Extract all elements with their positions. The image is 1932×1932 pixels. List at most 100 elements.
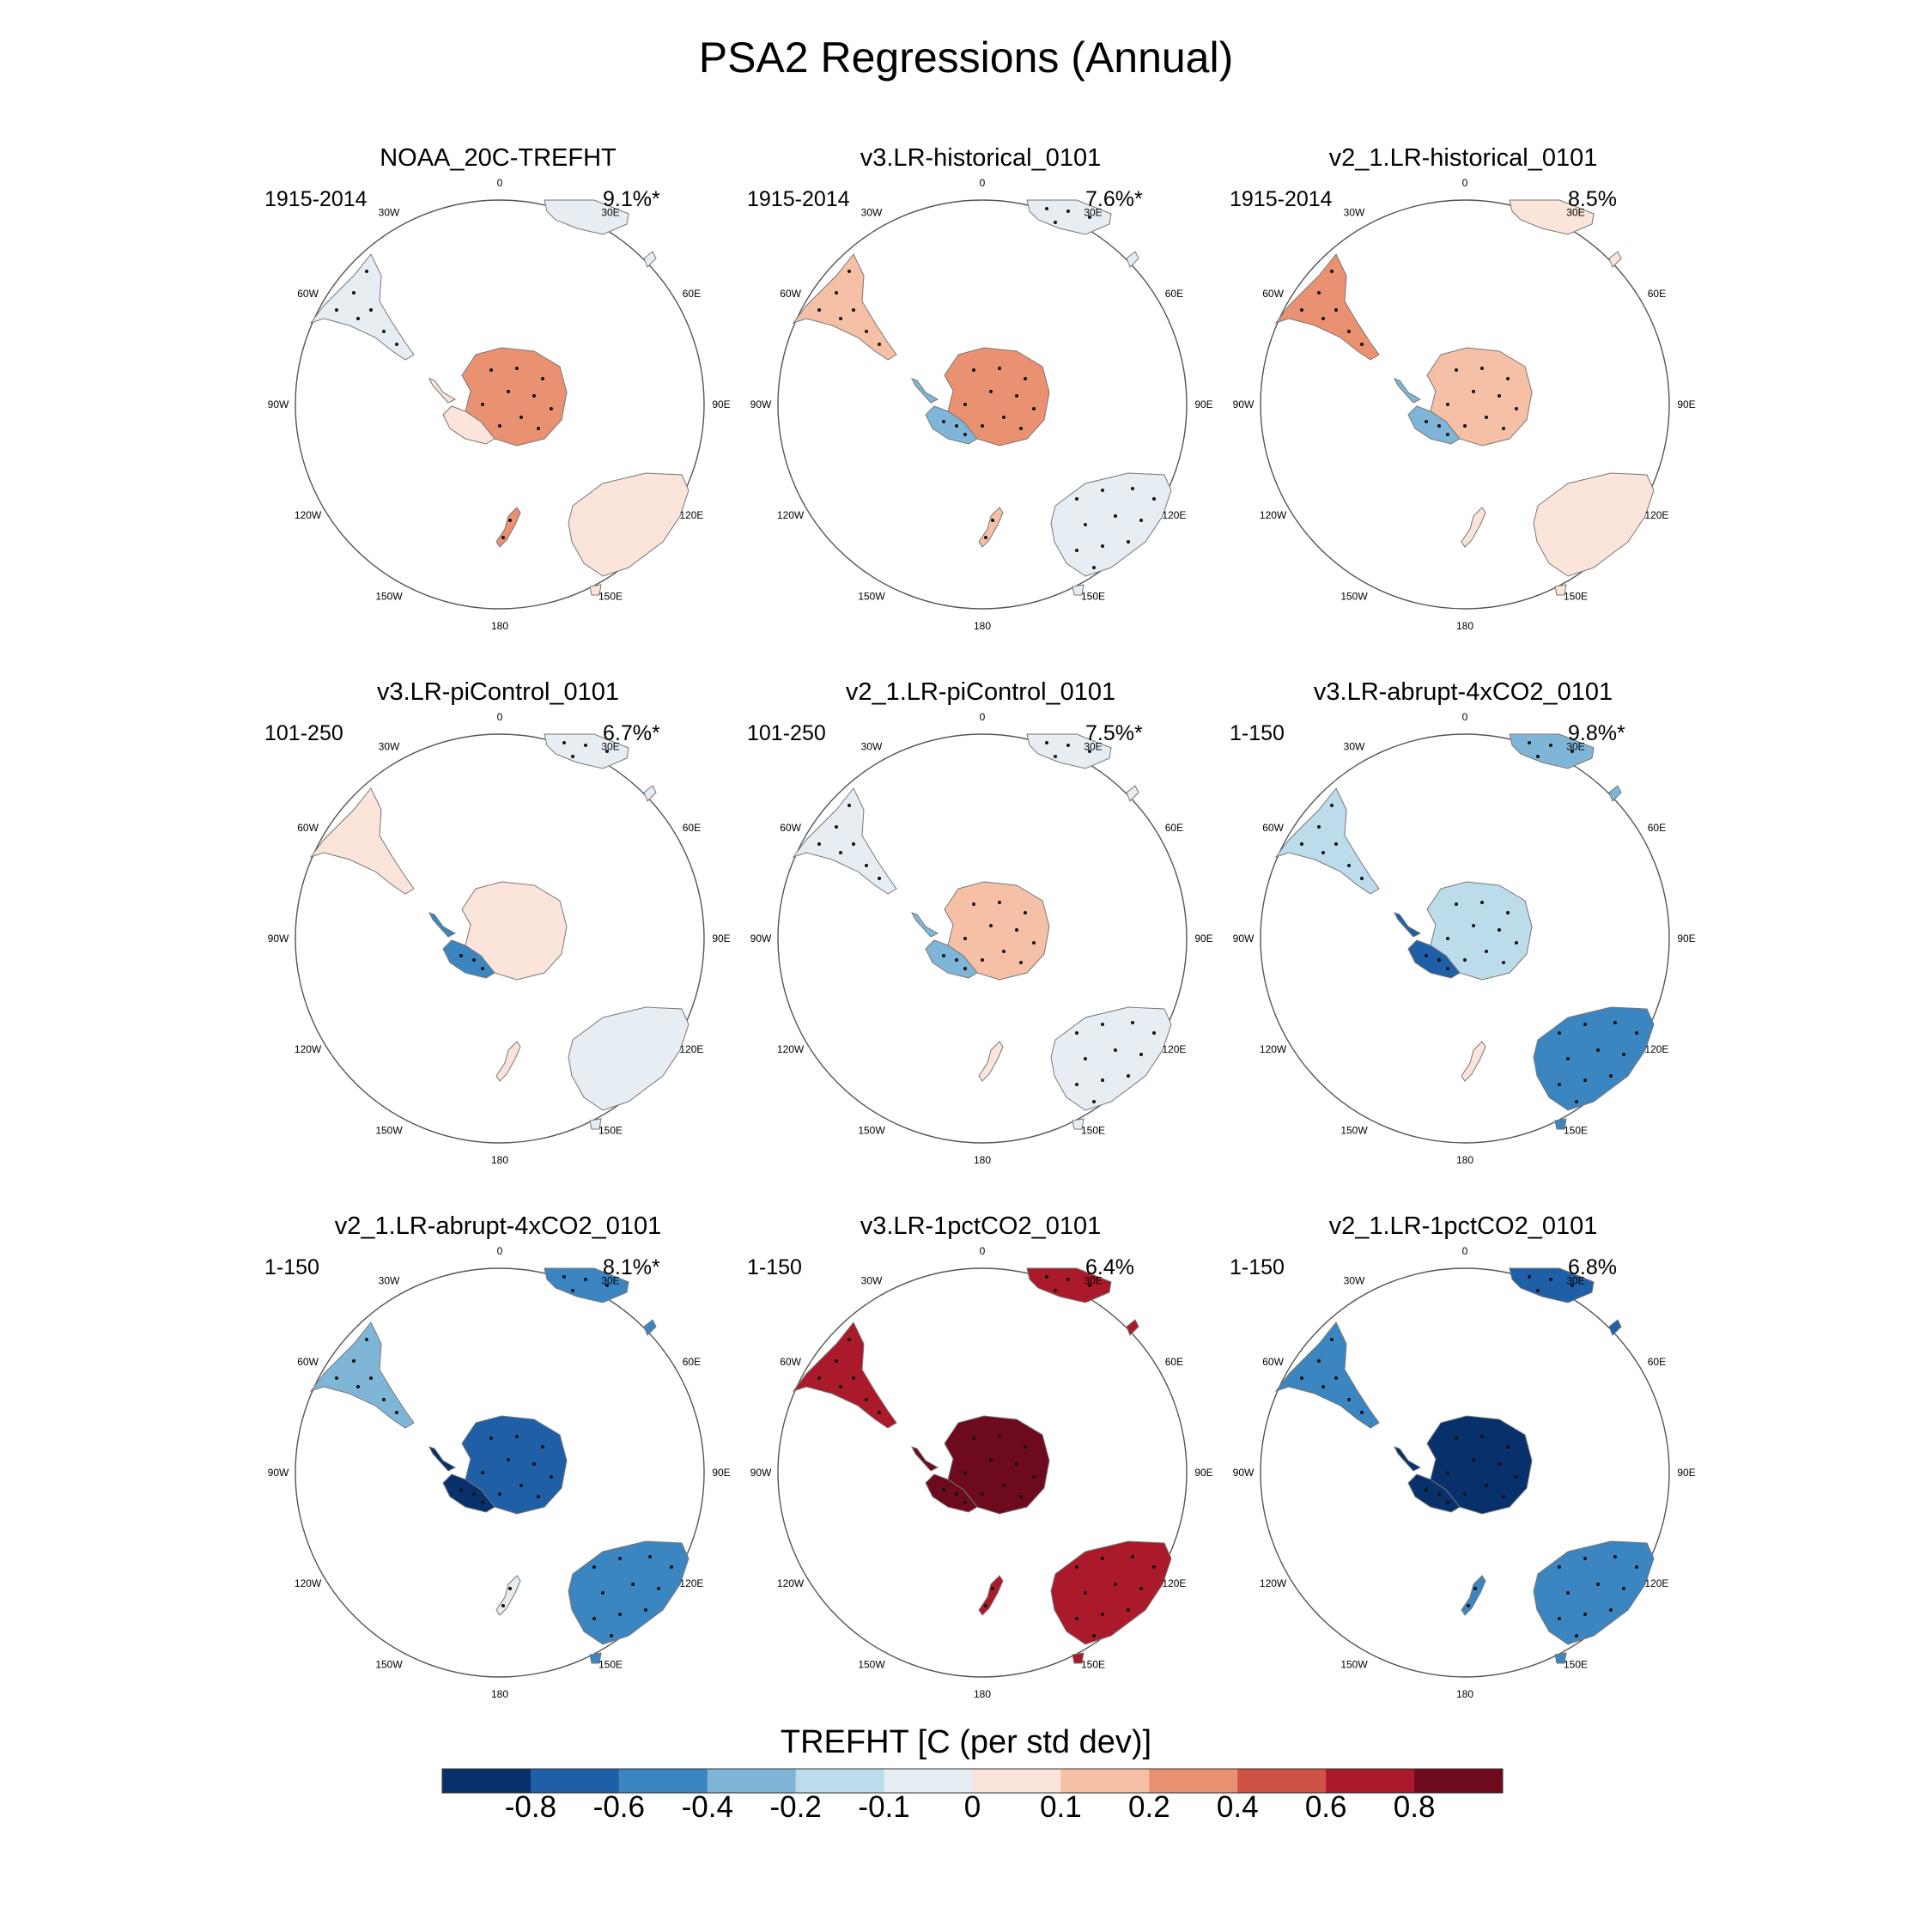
- polar-map: 0 30E 60E 90E 120E 150E 180 150W 120W 90W 60W 30W: [1233, 711, 1696, 1166]
- longitude-label: 0: [497, 711, 503, 723]
- significance-dot: [550, 407, 553, 410]
- longitude-label: 120E: [679, 509, 703, 521]
- significance-dot: [644, 1608, 647, 1612]
- longitude-label: 120W: [1260, 509, 1287, 521]
- panel-period: 1915-2014: [1230, 187, 1333, 211]
- panel-title: v3.LR-1pctCO2_0101: [860, 1212, 1102, 1240]
- significance-dot: [1609, 1074, 1613, 1078]
- land-tasmania: [1554, 1118, 1567, 1130]
- map-panel: 0 30E 60E 90E 120E 150E 180 150W 120W 90W 60W 30W v2…: [1223, 1212, 1704, 1728]
- longitude-label: 120E: [679, 1043, 703, 1055]
- significance-dot: [1101, 1023, 1104, 1026]
- longitude-label: 60E: [1648, 288, 1666, 300]
- significance-dot: [1152, 1031, 1156, 1035]
- land-tasmania: [589, 1652, 602, 1664]
- longitude-label: 150W: [858, 1124, 885, 1136]
- map-panel: 0 30E 60E 90E 120E 150E 180 150W 120W 90W 60W 30W v2…: [740, 678, 1221, 1194]
- colorbar-segment: [1414, 1769, 1504, 1793]
- polar-map: 0 30E 60E 90E 120E 150E 180 150W 120W 90W 60W 30W: [268, 177, 731, 632]
- significance-dot: [998, 901, 1001, 904]
- significance-dot: [1131, 1021, 1134, 1024]
- longitude-label: 150E: [1081, 1124, 1105, 1136]
- map-panel: 0 30E 60E 90E 120E 150E 180 150W 120W 90W 60W 30W NO…: [258, 144, 738, 659]
- significance-dot: [1075, 1565, 1078, 1569]
- panel-variance-explained: 6.7%*: [603, 721, 660, 745]
- significance-dot: [878, 1411, 881, 1414]
- significance-dot: [1575, 1634, 1578, 1637]
- longitude-label: 30W: [861, 741, 883, 753]
- land-australia: [1533, 472, 1655, 577]
- significance-dot: [1446, 1471, 1449, 1474]
- significance-dot: [852, 308, 855, 312]
- longitude-label: 150W: [858, 590, 885, 602]
- significance-dot: [1596, 1583, 1600, 1586]
- panel-period: 101-250: [747, 721, 826, 745]
- land-peninsula: [911, 1446, 939, 1472]
- significance-dot: [835, 825, 838, 829]
- land-madagascar: [1608, 251, 1622, 268]
- significance-dot: [865, 330, 868, 333]
- significance-dot: [507, 1458, 510, 1461]
- significance-dot: [537, 1495, 540, 1498]
- colorbar-tick-label: 0.2: [1128, 1790, 1170, 1824]
- map-panel: 0 30E 60E 90E 120E 150E 180 150W 120W 90W 60W 30W v3…: [740, 144, 1221, 659]
- significance-dot: [508, 1587, 512, 1590]
- longitude-label: 30E: [1566, 741, 1584, 753]
- longitude-label: 60E: [1648, 1356, 1666, 1368]
- significance-dot: [1446, 967, 1449, 970]
- significance-dot: [1635, 1031, 1638, 1035]
- land-antarctica: [461, 1415, 568, 1515]
- panel-period: 1915-2014: [264, 187, 368, 211]
- significance-dot: [1425, 1488, 1428, 1492]
- land-peninsula: [428, 912, 457, 938]
- significance-dot: [1463, 424, 1467, 428]
- significance-dot: [618, 1557, 622, 1560]
- significance-dot: [670, 1565, 673, 1569]
- land-australia: [568, 1006, 690, 1111]
- panel-title: v3.LR-abrupt-4xCO2_0101: [1313, 678, 1613, 706]
- significance-dot: [592, 1565, 596, 1569]
- longitude-label: 180: [974, 1154, 991, 1166]
- significance-dot: [1446, 937, 1449, 940]
- longitude-label: 60W: [1262, 288, 1284, 300]
- longitude-label: 30W: [379, 207, 400, 219]
- significance-dot: [963, 1471, 967, 1474]
- longitude-label: 30E: [601, 1275, 619, 1287]
- longitude-label: 30W: [379, 741, 400, 753]
- longitude-label: 30E: [1084, 207, 1102, 219]
- significance-dot: [1437, 1492, 1441, 1496]
- significance-dot: [356, 317, 360, 320]
- significance-dot: [1506, 1445, 1510, 1449]
- significance-dot: [610, 1634, 613, 1637]
- longitude-label: 30E: [601, 207, 619, 219]
- significance-dot: [963, 403, 967, 406]
- significance-dot: [1583, 1557, 1587, 1560]
- significance-dot: [1566, 1057, 1570, 1060]
- longitude-label: 30E: [1566, 1275, 1584, 1287]
- significance-dot: [1330, 1338, 1334, 1341]
- significance-dot: [395, 1411, 398, 1414]
- significance-dot: [1549, 744, 1552, 747]
- longitude-label: 120W: [295, 1577, 322, 1589]
- significance-dot: [1300, 842, 1303, 846]
- panel-variance-explained: 7.5%*: [1085, 721, 1143, 745]
- colorbar-tick-label: -0.1: [858, 1790, 910, 1824]
- land-australia: [568, 472, 690, 577]
- significance-dot: [1480, 901, 1484, 904]
- colorbar-segment: [1060, 1769, 1150, 1793]
- longitude-label: 150E: [1081, 590, 1105, 602]
- colorbar-label: TREFHT [C (per std dev)]: [780, 1724, 1152, 1760]
- significance-dot: [1558, 1617, 1561, 1620]
- significance-dot: [942, 954, 945, 957]
- significance-dot: [335, 1376, 338, 1380]
- significance-dot: [1139, 519, 1143, 522]
- figure-title: PSA2 Regressions (Annual): [698, 33, 1234, 82]
- map-panel: 0 30E 60E 90E 120E 150E 180 150W 120W 90W 60W 30W v3…: [258, 678, 738, 1194]
- longitude-label: 150E: [1564, 1124, 1588, 1136]
- significance-dot: [839, 851, 842, 854]
- significance-dot: [1066, 1278, 1070, 1281]
- longitude-label: 180: [974, 620, 991, 632]
- land-antarctica: [944, 881, 1050, 981]
- longitude-label: 150W: [1340, 1658, 1368, 1670]
- significance-dot: [1485, 1484, 1488, 1487]
